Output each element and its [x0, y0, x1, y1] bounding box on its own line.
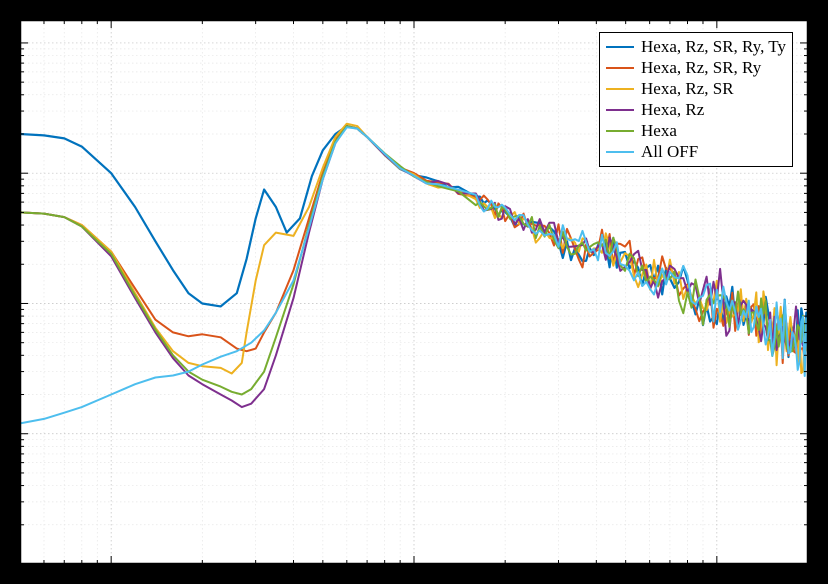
legend-swatch — [606, 130, 634, 132]
legend-label: Hexa, Rz, SR — [641, 78, 734, 99]
legend-item: Hexa, Rz — [606, 99, 786, 120]
legend-item: Hexa — [606, 120, 786, 141]
legend-item: Hexa, Rz, SR — [606, 78, 786, 99]
legend-item: Hexa, Rz, SR, Ry — [606, 57, 786, 78]
legend-swatch — [606, 67, 634, 69]
series-All_OFF — [20, 127, 808, 423]
legend-swatch — [606, 151, 634, 153]
legend-label: Hexa — [641, 120, 677, 141]
legend-box: Hexa, Rz, SR, Ry, TyHexa, Rz, SR, RyHexa… — [599, 32, 793, 167]
legend-item: Hexa, Rz, SR, Ry, Ty — [606, 36, 786, 57]
legend-label: Hexa, Rz — [641, 99, 704, 120]
legend-label: All OFF — [641, 141, 698, 162]
legend-swatch — [606, 109, 634, 111]
legend-swatch — [606, 88, 634, 90]
legend-item: All OFF — [606, 141, 786, 162]
legend-swatch — [606, 46, 634, 48]
legend-label: Hexa, Rz, SR, Ry — [641, 57, 761, 78]
legend-label: Hexa, Rz, SR, Ry, Ty — [641, 36, 786, 57]
